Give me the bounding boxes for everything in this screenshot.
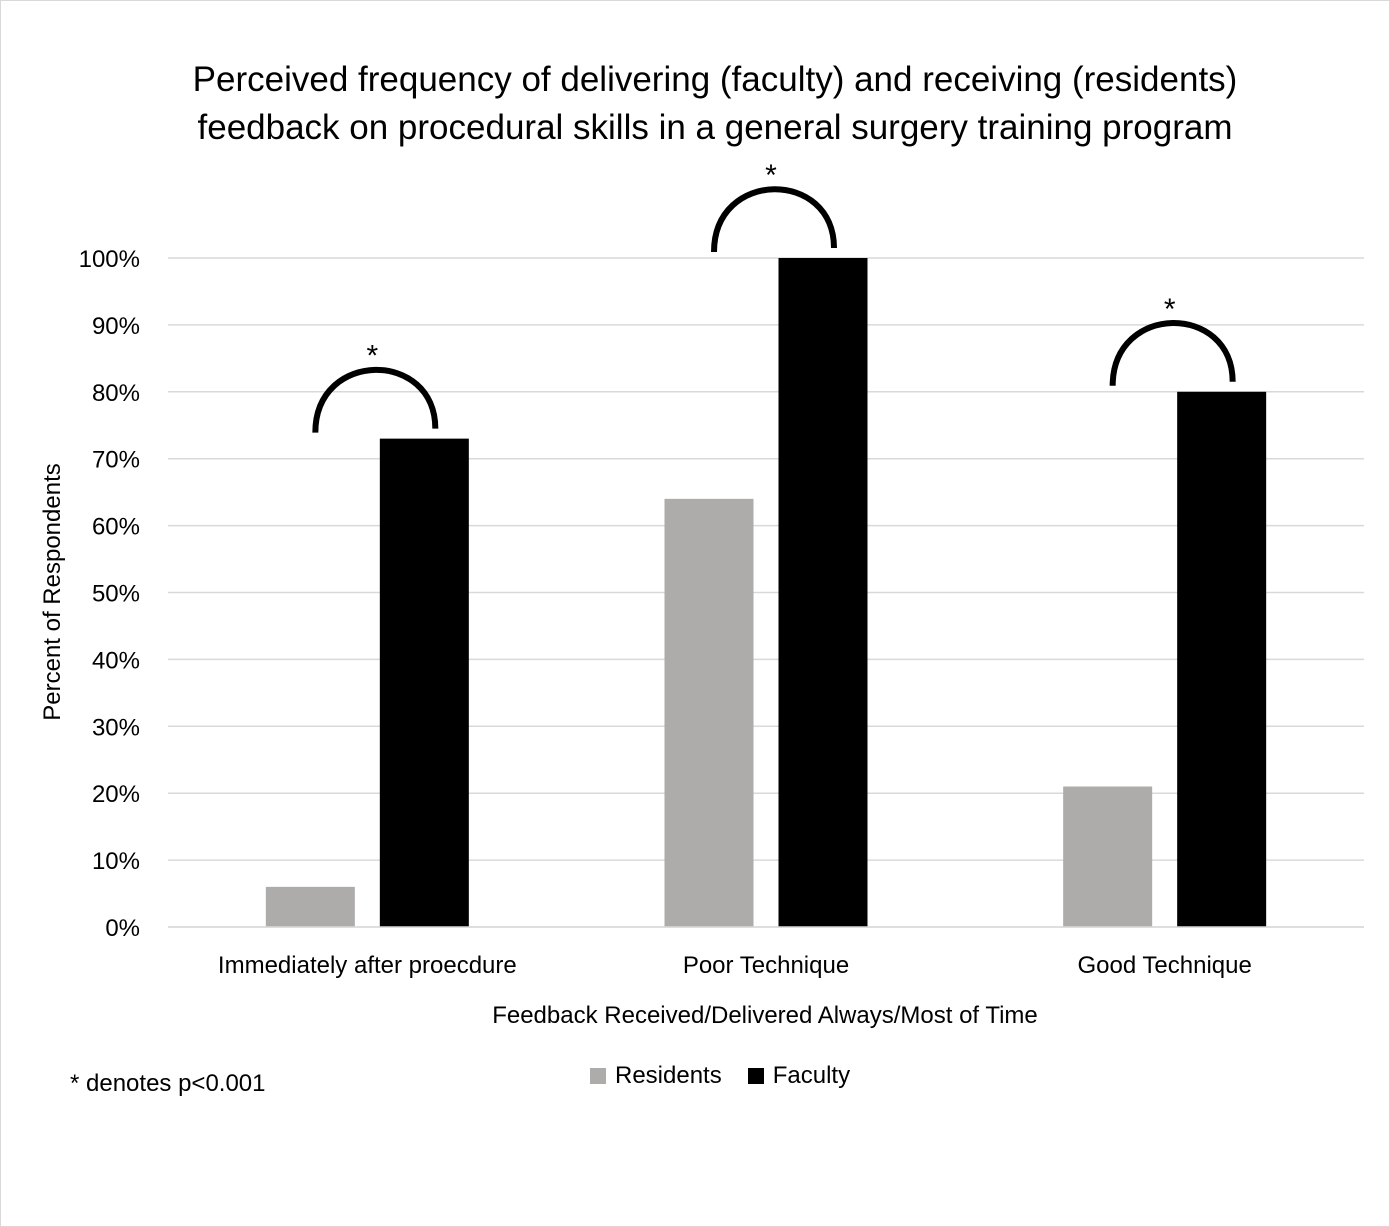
x-axis-title: Feedback Received/Delivered Always/Most …	[492, 1002, 1038, 1029]
y-tick-label: 70%	[92, 447, 140, 474]
bar-residents-2	[1063, 786, 1153, 927]
chart-title: Perceived frequency of delivering (facul…	[80, 56, 1350, 152]
legend: Residents Faculty	[590, 1062, 876, 1090]
x-category-label: Good Technique	[1077, 952, 1251, 979]
y-tick-label: 40%	[92, 647, 140, 674]
significance-asterisk: *	[1164, 293, 1176, 326]
legend-label-faculty: Faculty	[772, 1062, 851, 1089]
bar-residents-1	[664, 498, 754, 927]
significance-asterisk: *	[765, 159, 777, 192]
significance-arc	[312, 367, 439, 433]
chart-title-line-1: Perceived frequency of delivering (facul…	[192, 60, 1238, 99]
y-tick-label: 50%	[92, 581, 140, 608]
bars	[265, 258, 1267, 927]
significance-annotations: * * *	[312, 159, 1236, 433]
legend-item-residents: Residents	[590, 1062, 722, 1090]
significance-arc	[711, 186, 837, 253]
legend-swatch-faculty	[747, 1068, 764, 1084]
x-category-label: Immediately after proecdure	[218, 952, 517, 979]
legend-item-faculty: Faculty	[747, 1062, 851, 1090]
y-tick-label: 30%	[92, 714, 140, 741]
bar-faculty-1	[778, 258, 868, 927]
y-tick-label: 60%	[92, 514, 140, 541]
y-tick-label: 100%	[79, 246, 140, 273]
y-axis-title: Percent of Respondents	[39, 463, 66, 721]
significance-arc	[1109, 320, 1236, 386]
bar-faculty-0	[379, 438, 469, 927]
chart-title-line-2: feedback on procedural skills in a gener…	[197, 108, 1233, 147]
legend-swatch-residents	[590, 1068, 606, 1084]
y-tick-label: 20%	[92, 781, 140, 808]
y-tick-label: 0%	[105, 915, 140, 942]
y-tick-label: 80%	[92, 380, 140, 407]
significance-asterisk: *	[366, 340, 378, 373]
y-tick-label: 90%	[92, 313, 140, 340]
bar-faculty-2	[1177, 391, 1267, 927]
x-category-label: Poor Technique	[683, 952, 849, 979]
legend-label-residents: Residents	[615, 1062, 722, 1089]
axes: 0% 10% 20% 30% 40% 50% 60% 70% 80% 90% 100% Immedia…	[79, 246, 1364, 979]
y-tick-label: 10%	[92, 848, 140, 875]
footnote: * denotes p<0.001	[70, 1070, 266, 1097]
bar-residents-0	[265, 886, 355, 927]
